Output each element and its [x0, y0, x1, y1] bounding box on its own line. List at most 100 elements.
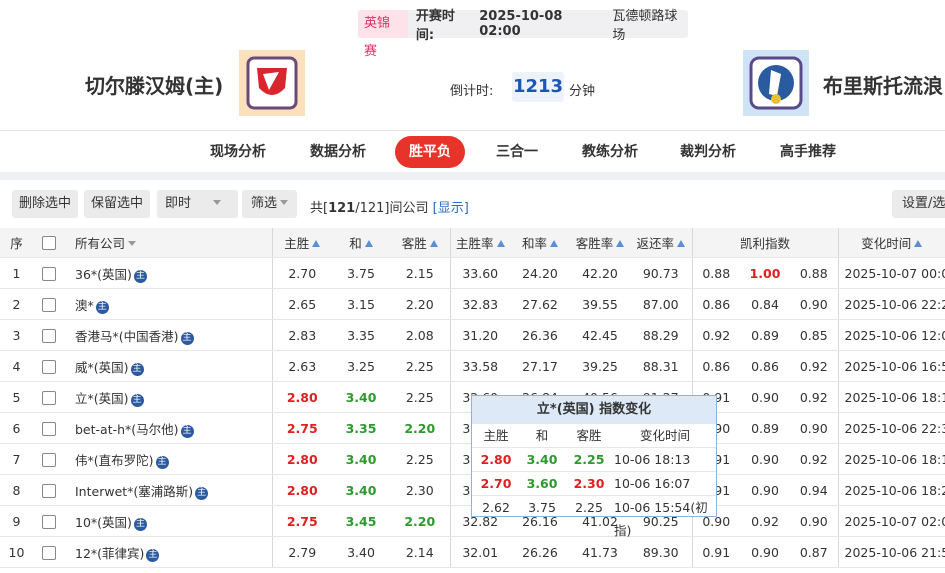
company[interactable]: Interwet*(塞浦路斯) 主: [65, 474, 272, 506]
col-draw-rate[interactable]: 和率: [510, 228, 570, 258]
col-home[interactable]: 主胜: [271, 228, 332, 258]
row-check[interactable]: [33, 474, 65, 506]
col-draw[interactable]: 和: [332, 228, 390, 258]
row-check[interactable]: [33, 257, 65, 289]
popup-time: 10-06 16:07: [614, 476, 691, 491]
col-away-rate[interactable]: 客胜率: [570, 228, 630, 258]
checkbox[interactable]: [42, 452, 56, 467]
change-time[interactable]: 2025-10-07 00:02: [837, 257, 945, 289]
table-row[interactable]: 2 澳* 主 2.65 3.15 2.20 32.83 27.62 39.55 87.00 0.86…: [0, 288, 945, 320]
odds: 3.75: [332, 257, 390, 289]
popup-odds: 2.62: [482, 500, 510, 515]
delete-button[interactable]: 删除选中: [12, 190, 78, 218]
row-check[interactable]: [33, 288, 65, 320]
checkbox[interactable]: [42, 359, 56, 374]
change-time[interactable]: 2025-10-06 12:02: [837, 319, 945, 351]
odds-table: 序 所有公司 主胜 和 客胜 主胜率 和率 客胜率 返还率 凯利指数 变化时间 …: [0, 228, 945, 568]
company[interactable]: 36*(英国) 主: [65, 257, 272, 289]
popup-header: 主胜 和 客胜 变化时间: [472, 423, 716, 447]
nav-tab[interactable]: 三合一: [496, 144, 538, 160]
company-badge[interactable]: 主: [130, 393, 144, 407]
change-time[interactable]: 2025-10-06 18:13: [837, 381, 945, 413]
checkbox[interactable]: [42, 514, 56, 529]
table-row[interactable]: 9 10*(英国) 主 2.75 3.45 2.20 32.82 26.16 41.02 90.2…: [0, 505, 945, 537]
company[interactable]: bet-at-h*(马尔他) 主: [65, 412, 272, 444]
company-badge[interactable]: 主: [180, 424, 194, 438]
checkbox[interactable]: [42, 266, 56, 281]
change-time[interactable]: 2025-10-06 21:56: [837, 536, 945, 568]
nav-tab[interactable]: 教练分析: [582, 144, 638, 160]
table-row[interactable]: 1 36*(英国) 主 2.70 3.75 2.15 33.60 24.20 42.20 90.7…: [0, 257, 945, 289]
checkbox[interactable]: [42, 297, 56, 312]
company-badge[interactable]: 主: [146, 548, 160, 562]
mode-select[interactable]: 即时: [157, 190, 238, 218]
change-time[interactable]: 2025-10-06 18:20: [837, 474, 945, 506]
company[interactable]: 澳* 主: [65, 288, 272, 320]
header-text: 变化时间: [861, 236, 912, 251]
odds: 2.08: [390, 319, 450, 351]
keep-button[interactable]: 保留选中: [84, 190, 150, 218]
nav-tab[interactable]: 数据分析: [310, 144, 366, 160]
settings-button[interactable]: 设置/选择: [892, 190, 945, 218]
kelly: 0.91: [691, 536, 740, 568]
company-badge[interactable]: 主: [155, 455, 169, 469]
col-away[interactable]: 客胜: [390, 228, 450, 258]
checkbox[interactable]: [42, 328, 56, 343]
checkbox[interactable]: [42, 236, 56, 251]
checkbox[interactable]: [42, 483, 56, 498]
col-time[interactable]: 变化时间: [837, 228, 945, 258]
kelly: 0.92: [790, 350, 839, 382]
away-logo[interactable]: [743, 50, 809, 116]
table-row[interactable]: 3 香港马*(中国香港) 主 2.83 3.35 2.08 31.20 26.36 42.45 8…: [0, 319, 945, 351]
company-badge[interactable]: 主: [180, 331, 194, 345]
col-home-rate[interactable]: 主胜率: [449, 228, 510, 258]
company-badge[interactable]: 主: [133, 517, 147, 531]
col-company[interactable]: 所有公司: [65, 228, 272, 258]
company[interactable]: 香港马*(中国香港) 主: [65, 319, 272, 351]
home-logo[interactable]: [239, 50, 305, 116]
show-link[interactable]: [显示]: [432, 201, 469, 216]
odds: 2.80: [271, 381, 332, 413]
nav-tab[interactable]: 高手推荐: [780, 144, 836, 160]
home-team[interactable]: 切尔滕汉姆(主): [85, 74, 224, 98]
table-row[interactable]: 4 威*(英国) 主 2.63 3.25 2.25 33.58 27.17 39.25 88.31…: [0, 350, 945, 382]
col-check[interactable]: [33, 228, 65, 258]
row-check[interactable]: [33, 412, 65, 444]
league-tag[interactable]: 英锦赛: [358, 10, 408, 59]
company[interactable]: 伟*(直布罗陀) 主: [65, 443, 272, 475]
company-badge[interactable]: 主: [130, 362, 144, 376]
table-row[interactable]: 10 12*(菲律宾) 主 2.79 3.40 2.14 32.01 26.26 41.73 89…: [0, 536, 945, 568]
change-time[interactable]: 2025-10-06 22:24: [837, 288, 945, 320]
company-badge[interactable]: 主: [195, 486, 209, 500]
checkbox[interactable]: [42, 545, 56, 560]
kelly: 0.90: [790, 412, 839, 444]
change-time[interactable]: 2025-10-07 02:07: [837, 505, 945, 537]
row-check[interactable]: [33, 443, 65, 475]
nav-tab[interactable]: 现场分析: [210, 144, 266, 160]
company[interactable]: 10*(英国) 主: [65, 505, 272, 537]
row-check[interactable]: [33, 381, 65, 413]
row-no: 7: [0, 443, 33, 475]
row-check[interactable]: [33, 319, 65, 351]
company[interactable]: 12*(菲律宾) 主: [65, 536, 272, 568]
company[interactable]: 威*(英国) 主: [65, 350, 272, 382]
company[interactable]: 立*(英国) 主: [65, 381, 272, 413]
row-check[interactable]: [33, 536, 65, 568]
change-time[interactable]: 2025-10-06 22:36: [837, 412, 945, 444]
nav-tab[interactable]: 裁判分析: [680, 144, 736, 160]
row-check[interactable]: [33, 505, 65, 537]
company-badge[interactable]: 主: [95, 300, 109, 314]
nav-tab[interactable]: 胜平负: [395, 136, 465, 168]
away-team[interactable]: 布里斯托流浪: [823, 74, 943, 98]
sort-icon: [616, 240, 625, 247]
header-text: 主胜: [284, 236, 310, 251]
row-check[interactable]: [33, 350, 65, 382]
filter-button[interactable]: 筛选: [242, 190, 297, 218]
popup-header-cell: 和: [535, 428, 549, 443]
change-time[interactable]: 2025-10-06 16:50: [837, 350, 945, 382]
change-time[interactable]: 2025-10-06 18:16: [837, 443, 945, 475]
col-return[interactable]: 返还率: [630, 228, 692, 258]
company-badge[interactable]: 主: [133, 269, 147, 283]
checkbox[interactable]: [42, 390, 56, 405]
checkbox[interactable]: [42, 421, 56, 436]
